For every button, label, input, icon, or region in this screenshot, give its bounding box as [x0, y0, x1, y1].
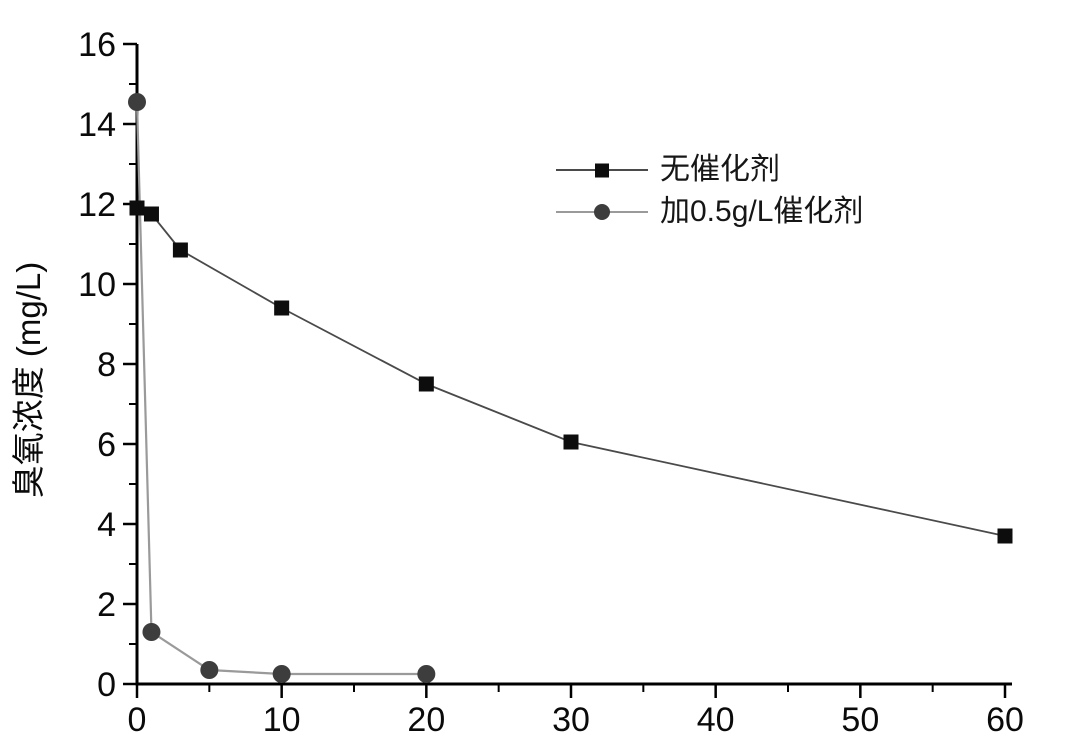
legend-square-glyph-icon [595, 163, 609, 178]
y-tick-label: 0 [97, 666, 116, 704]
y-tick-label: 16 [78, 26, 116, 64]
y-tick-label: 10 [78, 266, 116, 304]
y-axis-title: 臭氧浓度 (mg/L) [10, 262, 47, 499]
x-tick-label: 10 [263, 701, 301, 739]
data-point-circle [200, 661, 219, 679]
data-point-circle [142, 623, 161, 641]
legend-item-no-catalyst: 无催化剂 [556, 149, 863, 191]
data-point-square [129, 200, 145, 216]
chart-legend: 无催化剂 加0.5g/L催化剂 [556, 149, 863, 233]
x-tick-label: 60 [986, 701, 1024, 739]
y-tick-label: 8 [97, 346, 116, 384]
x-tick-label: 0 [128, 701, 147, 739]
legend-marker-circle [556, 199, 648, 225]
y-tick-label: 2 [97, 586, 116, 624]
x-tick-label: 30 [552, 701, 590, 739]
legend-label-no-catalyst: 无催化剂 [660, 153, 780, 186]
series-line-1 [135, 101, 427, 676]
y-tick-label: 6 [97, 426, 116, 464]
y-tick-label: 14 [78, 106, 116, 144]
legend-circle-glyph-icon [594, 204, 610, 220]
legend-label-catalyst: 加0.5g/L催化剂 [660, 195, 864, 228]
x-tick-label: 20 [407, 701, 445, 739]
data-point-circle [128, 93, 146, 111]
legend-item-catalyst: 加0.5g/L催化剂 [556, 191, 863, 233]
data-point-square [274, 300, 290, 316]
x-tick-label: 50 [841, 701, 879, 739]
legend-marker-square [556, 157, 648, 183]
data-point-circle [417, 665, 436, 683]
data-point-square [418, 376, 434, 392]
y-tick-label: 4 [97, 506, 116, 544]
x-tick-label: 40 [697, 701, 735, 739]
data-point-square [997, 528, 1013, 544]
data-point-circle [272, 665, 291, 683]
data-point-square [172, 242, 188, 258]
data-point-square [563, 434, 579, 450]
data-point-square [143, 206, 159, 222]
y-tick-label: 12 [78, 186, 116, 224]
series-line-0 [136, 207, 1006, 537]
